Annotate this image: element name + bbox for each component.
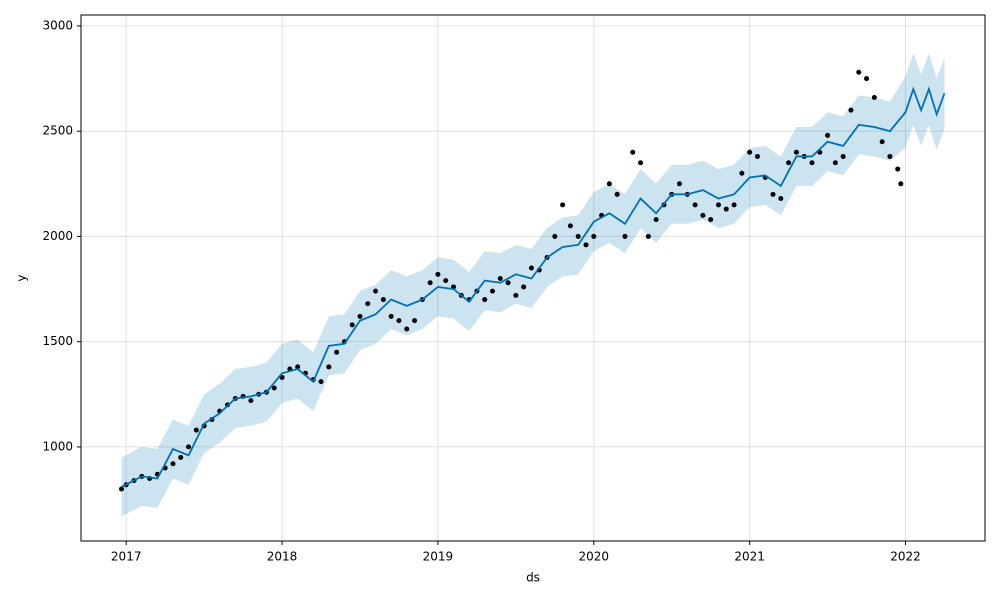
observed-point (248, 398, 254, 404)
observed-point (770, 191, 776, 197)
observed-point (715, 202, 721, 208)
observed-point (497, 276, 503, 282)
observed-point (482, 297, 488, 303)
y-tick-label: 3000 (42, 18, 73, 32)
x-axis-label: ds (526, 571, 540, 585)
observed-point (793, 149, 799, 155)
observed-point (412, 318, 418, 324)
plot-frame (80, 14, 986, 542)
observed-point (638, 160, 644, 166)
observed-point (747, 149, 753, 155)
observed-point (864, 76, 870, 82)
observed-point (435, 271, 441, 277)
observed-point (848, 107, 854, 113)
observed-point (645, 233, 651, 239)
observed-point (898, 181, 904, 187)
observed-point (840, 153, 846, 159)
observed-point (404, 326, 410, 332)
observed-point (825, 132, 831, 138)
observed-point (739, 170, 745, 176)
observed-point (731, 202, 737, 208)
observed-point (505, 280, 511, 286)
observed-point (489, 288, 495, 294)
observed-point (373, 288, 379, 294)
y-axis-label: y (15, 274, 29, 281)
observed-point (567, 223, 573, 229)
observed-point (692, 202, 698, 208)
observed-point (677, 181, 683, 187)
observed-point (778, 196, 784, 202)
observed-point (365, 301, 371, 307)
observed-point (326, 364, 332, 370)
observed-point (443, 278, 449, 284)
observed-point (708, 217, 714, 223)
observed-point (388, 313, 394, 319)
observed-point (856, 69, 862, 75)
observed-point (832, 160, 838, 166)
observed-point (754, 153, 760, 159)
x-tick-label: 2021 (734, 550, 765, 564)
observed-point (723, 206, 729, 212)
observed-point (895, 166, 901, 172)
observed-point (318, 379, 324, 385)
observed-point (295, 364, 301, 370)
y-tick-label: 2500 (42, 124, 73, 138)
observed-point (560, 202, 566, 208)
observed-point (583, 242, 589, 248)
observed-point (591, 233, 597, 239)
observed-point (521, 284, 527, 290)
y-tick-label: 2000 (42, 229, 73, 243)
x-tick-label: 2022 (890, 550, 921, 564)
observed-point (786, 160, 792, 166)
y-tick-label: 1500 (42, 334, 73, 348)
observed-point (193, 427, 199, 433)
forecast-line (121, 86, 946, 488)
observed-point (630, 149, 636, 155)
observed-point (887, 153, 893, 159)
observed-point (357, 313, 363, 319)
observed-point (809, 160, 815, 166)
x-tick-label: 2018 (267, 550, 298, 564)
x-tick-label: 2020 (579, 550, 610, 564)
observed-point (271, 385, 277, 391)
observed-point (552, 233, 558, 239)
observed-point (871, 95, 877, 101)
observed-point (279, 374, 285, 380)
observed-point (119, 486, 125, 492)
observed-point (575, 233, 581, 239)
observed-point (334, 349, 340, 355)
observed-point (396, 318, 402, 324)
observed-point (622, 233, 628, 239)
observed-point (879, 139, 885, 145)
y-tick-label: 1000 (42, 439, 73, 453)
x-tick-label: 2017 (111, 550, 142, 564)
observed-point (178, 454, 184, 460)
observed-point (513, 292, 519, 298)
observed-point (653, 217, 659, 223)
observed-point (170, 461, 176, 467)
uncertainty-band (121, 53, 945, 517)
observed-point (606, 181, 612, 187)
observed-point (614, 191, 620, 197)
observed-point (528, 265, 534, 271)
observed-point (700, 212, 706, 218)
observed-point (186, 444, 192, 450)
x-tick-label: 2019 (423, 550, 454, 564)
observed-point (427, 280, 433, 286)
observed-point (380, 297, 386, 303)
observed-point (349, 322, 355, 328)
